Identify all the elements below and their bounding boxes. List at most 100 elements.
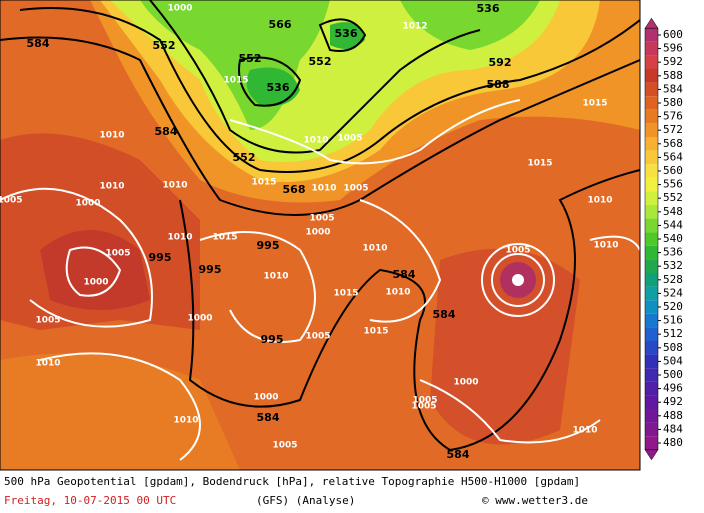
colorbar-label: 552 <box>663 191 683 204</box>
contour-label: 1010 <box>593 241 618 251</box>
contour-label: 1000 <box>305 228 330 238</box>
colorbar-label: 504 <box>663 354 683 367</box>
contour-label: 1010 <box>263 272 288 282</box>
colorbar-top-arrow <box>644 17 659 29</box>
colorbar-swatch <box>645 300 658 314</box>
colorbar-swatch <box>645 327 658 341</box>
contour-label: 1015 <box>527 159 552 169</box>
contour-label: 1005 <box>0 196 23 206</box>
colorbar: 6005965925885845805765725685645605565525… <box>644 17 683 461</box>
colorbar-label: 596 <box>663 42 683 55</box>
colorbar-label: 512 <box>663 327 683 340</box>
contour-label: 1015 <box>363 327 388 337</box>
contour-label: 1005 <box>309 214 334 224</box>
contour-label: 552 <box>309 55 332 68</box>
colorbar-swatch <box>645 82 658 97</box>
colorbar-label: 524 <box>663 286 683 299</box>
colorbar-label: 580 <box>663 96 683 109</box>
contour-label: 552 <box>153 39 176 52</box>
colorbar-swatch <box>645 354 658 369</box>
model: (GFS) (Analyse) <box>256 494 355 507</box>
contour-label: 584 <box>155 125 178 138</box>
colorbar-swatch <box>645 422 658 437</box>
contour-label: 1005 <box>343 184 368 194</box>
colorbar-swatch <box>645 232 658 246</box>
contour-label: 536 <box>335 27 358 40</box>
hot-region <box>40 230 150 310</box>
colorbar-label: 560 <box>663 164 683 177</box>
contour-label: 552 <box>233 151 256 164</box>
colorbar-swatch <box>645 368 658 382</box>
contour-label: 1000 <box>453 378 478 388</box>
colorbar-label: 480 <box>663 436 683 449</box>
colorbar-swatch <box>645 41 658 56</box>
contour-label: 1010 <box>99 182 124 192</box>
contour-label: 588 <box>487 78 510 91</box>
contour-label: 1015 <box>223 76 248 86</box>
colorbar-label: 548 <box>663 205 683 218</box>
colorbar-swatch <box>645 218 658 233</box>
contour-label: 1010 <box>311 184 336 194</box>
colorbar-label: 540 <box>663 232 683 245</box>
contour-label: 1000 <box>167 4 192 14</box>
contour-label: 1000 <box>83 278 108 288</box>
contour-label: 1010 <box>572 426 597 436</box>
colorbar-label: 496 <box>663 382 683 395</box>
colorbar-bottom-arrow <box>644 449 659 461</box>
contour-label: 1000 <box>253 393 278 403</box>
colorbar-swatch <box>645 409 658 423</box>
contour-label: 592 <box>489 56 512 69</box>
colorbar-swatch <box>645 286 658 301</box>
colorbar-label: 508 <box>663 341 683 354</box>
colorbar-swatch <box>645 28 658 42</box>
contour-label: 1015 <box>582 99 607 109</box>
contour-label: 1005 <box>337 134 362 144</box>
colorbar-swatch <box>645 205 658 219</box>
colorbar-swatch <box>645 109 658 124</box>
colorbar-label: 588 <box>663 69 683 82</box>
colorbar-swatch <box>645 177 658 192</box>
contour-label: 1010 <box>167 233 192 243</box>
contour-label: 536 <box>267 81 290 94</box>
colorbar-label: 600 <box>663 28 683 41</box>
contour-label: 1005 <box>105 249 130 259</box>
contour-label: 1005 <box>411 402 436 412</box>
contour-label: 584 <box>447 448 470 461</box>
pressure-contours <box>0 99 641 461</box>
colorbar-label: 500 <box>663 368 683 381</box>
contour-label: 1005 <box>35 316 60 326</box>
colorbar-label: 484 <box>663 422 683 435</box>
contour-label: 584 <box>393 268 416 281</box>
colorbar-label: 488 <box>663 409 683 422</box>
colorbar-swatch <box>645 123 658 137</box>
credit: © www.wetter3.de <box>482 494 588 507</box>
colorbar-label: 544 <box>663 218 683 231</box>
contour-label: 995 <box>257 239 280 252</box>
colorbar-swatch <box>645 55 658 69</box>
colorbar-label: 592 <box>663 55 683 68</box>
contour-label: 1010 <box>362 244 387 254</box>
colorbar-label: 528 <box>663 273 683 286</box>
colorbar-label: 572 <box>663 123 683 136</box>
colorbar-frame <box>644 27 659 451</box>
map-frame <box>0 0 641 471</box>
colorbar-swatch <box>645 259 658 273</box>
colorbar-swatch <box>645 273 658 287</box>
colorbar-swatch <box>645 137 658 151</box>
contour-label: 584 <box>433 308 456 321</box>
contour-label: 1015 <box>251 178 276 188</box>
contour-label: 1015 <box>333 289 358 299</box>
contour-label: 1012 <box>402 22 427 32</box>
caption: 500 hPa Geopotential [gpdam], Bodendruck… <box>4 475 580 488</box>
contour-label: 568 <box>283 183 306 196</box>
low-core <box>246 22 365 107</box>
geopotential-contours <box>0 0 641 452</box>
colorbar-swatch <box>645 245 658 260</box>
colorbar-label: 516 <box>663 314 683 327</box>
colorbar-label: 492 <box>663 395 683 408</box>
colorbar-label: 568 <box>663 137 683 150</box>
warm-region <box>430 248 580 445</box>
contour-label: 1010 <box>385 288 410 298</box>
date: Freitag, 10-07-2015 00 UTC <box>4 494 176 507</box>
